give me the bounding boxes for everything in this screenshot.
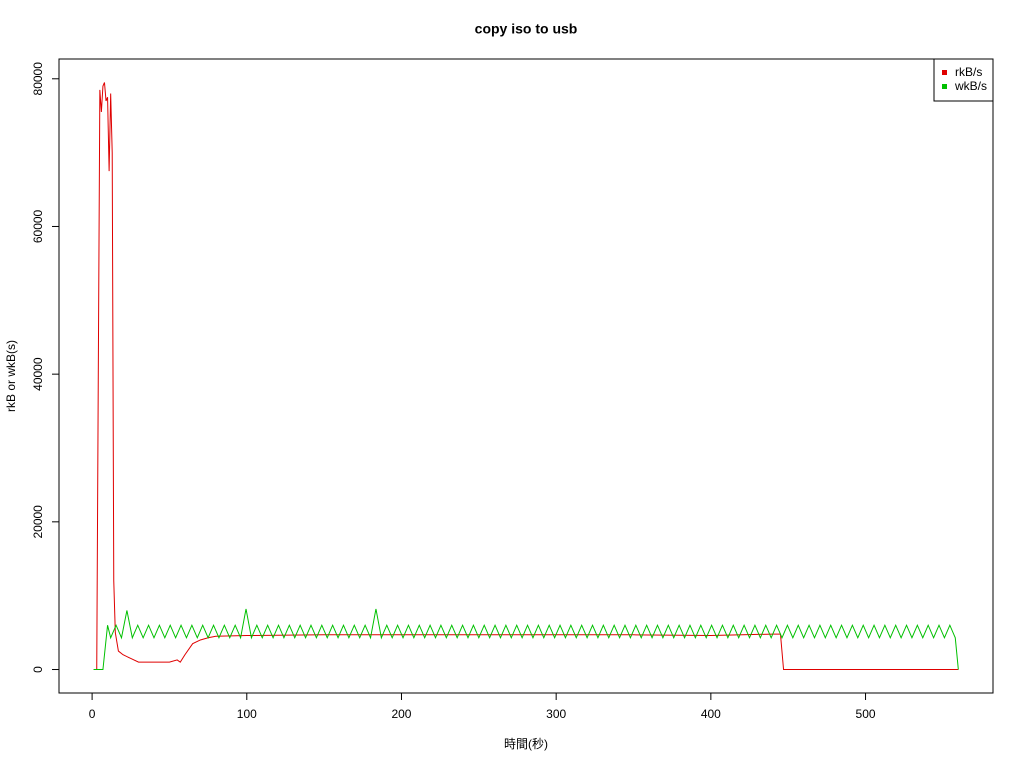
data-line [93, 608, 959, 671]
legend-label: wkB/s [954, 79, 987, 93]
y-tick-label: 40000 [31, 357, 45, 391]
y-axis-label: rkB or wkB(s) [4, 340, 18, 412]
x-tick-label: 0 [89, 707, 96, 721]
y-tick-label: 0 [31, 666, 45, 673]
x-tick-label: 400 [701, 707, 721, 721]
legend-label: rkB/s [955, 65, 982, 79]
plot-frame [58, 58, 994, 694]
legend-box [933, 58, 994, 102]
chart-title: copy iso to usb [475, 21, 578, 37]
x-tick-label: 100 [237, 707, 257, 721]
legend-swatch [942, 70, 947, 75]
y-tick-label: 20000 [31, 505, 45, 539]
y-tick-label: 60000 [31, 209, 45, 243]
data-line [93, 82, 959, 671]
x-tick-label: 300 [546, 707, 566, 721]
x-tick-label: 500 [856, 707, 876, 721]
y-tick-label: 80000 [31, 62, 45, 96]
legend-swatch [942, 84, 947, 89]
x-tick-label: 200 [391, 707, 411, 721]
x-axis-label: 時間(秒) [504, 737, 548, 751]
